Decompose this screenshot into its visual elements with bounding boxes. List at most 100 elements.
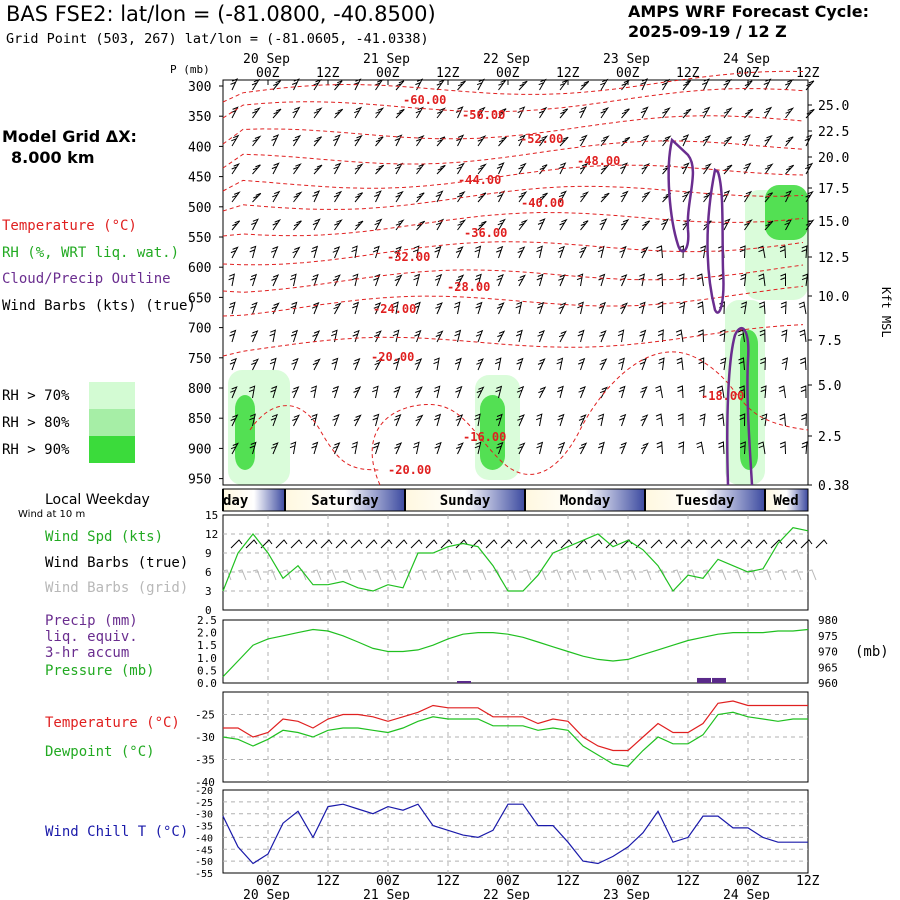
wind-y-tick: 3 (205, 585, 212, 598)
model-grid-value: 8.000 km (11, 148, 95, 167)
wind-barb (416, 135, 425, 147)
weekday-label: Sunday (440, 493, 491, 509)
wind-barb (539, 164, 548, 175)
weekday-header: Local Weekday (45, 492, 150, 508)
wind-barb (580, 220, 589, 231)
wind-barb (310, 385, 317, 399)
wind-barb (785, 164, 795, 175)
wind-barb-grid (522, 569, 532, 581)
wind-barb (433, 385, 441, 399)
legend-temperature: Temperature (°C) (2, 218, 137, 234)
wind-barb-true (725, 539, 738, 549)
wind-barb (416, 220, 426, 231)
rh-legend-70-swatch (89, 382, 135, 409)
wind-barb (698, 385, 705, 399)
wind-barb (805, 190, 814, 203)
wind-barb (744, 108, 754, 119)
wind-barb (271, 162, 280, 175)
wind-barbs-cross-section (228, 78, 815, 455)
wind-barb (433, 357, 440, 371)
wind-barb (269, 357, 277, 371)
wind-barb (331, 357, 339, 371)
wind-barb (640, 106, 649, 119)
wind-barb (333, 190, 343, 203)
precip-y-tick: 1.5 (197, 639, 217, 652)
wind-barb (412, 245, 420, 259)
wind-barb (558, 330, 567, 343)
wind-barb (517, 106, 526, 119)
wind-barb (250, 301, 258, 315)
wind-barb (395, 108, 405, 119)
wind-barb (457, 80, 466, 91)
wind-barb (598, 273, 606, 287)
wind-barb-grid (747, 569, 757, 581)
wind-barb (477, 163, 487, 175)
wind-barb (331, 385, 340, 399)
pressure-tick: 450 (188, 171, 211, 186)
wind-barb (313, 164, 323, 175)
wind-barb (228, 273, 235, 287)
temperature-contour (222, 285, 804, 317)
wind-barb (333, 134, 341, 147)
wind-barb (539, 135, 549, 147)
wind-barb (271, 274, 280, 287)
wind-barb-grid (447, 569, 457, 581)
temperature-contour (222, 241, 804, 266)
wind-barb (662, 135, 672, 147)
wind-barb-grid (807, 569, 817, 581)
pressure-y-tick: 975 (818, 630, 838, 643)
wind-barb-true (545, 539, 558, 549)
model-grid-label: Model Grid ΔX: (2, 127, 137, 146)
wind-barb (354, 220, 364, 231)
pressure-tick: 850 (188, 412, 211, 427)
wind-barb (455, 246, 464, 259)
wind-barb-grid (417, 569, 427, 581)
wind-barb (805, 108, 815, 119)
wind-barb (641, 163, 651, 175)
wind-barb (454, 329, 462, 343)
wind-barb (640, 414, 649, 427)
wind-barb (436, 107, 446, 119)
wind-barb (230, 442, 239, 455)
wind-barb (579, 162, 589, 175)
wind-barb (231, 134, 240, 147)
wind-barb (436, 136, 446, 147)
wind-barb (354, 106, 363, 119)
wind-barb (800, 385, 807, 399)
precip-y-tick: 2.0 (197, 627, 217, 640)
rh-area (480, 395, 505, 470)
temperature-contour (249, 405, 381, 471)
pressure-tick: 750 (188, 352, 211, 367)
weekday-cell (285, 489, 405, 511)
time-tick-bottom: 12Z (796, 874, 820, 889)
wind-barb (270, 245, 279, 259)
wind-barb-true (440, 539, 453, 549)
wind-barb (476, 358, 484, 371)
wind-barb (805, 80, 815, 91)
wind-barb (599, 386, 608, 399)
temperature-contour-label: -56.00 (462, 108, 505, 122)
label-liq-equiv: liq. equiv. (45, 629, 138, 645)
label-wind-chill: Wind Chill T (°C) (45, 824, 189, 840)
wind-barb (475, 329, 484, 343)
wind-barb (577, 301, 584, 315)
wind-barb (457, 191, 466, 203)
wind-barb (456, 162, 465, 175)
temperature-contour-label: -16.00 (463, 430, 506, 444)
time-tick-top: 00Z (616, 66, 640, 81)
wind-barb (697, 329, 704, 343)
height-tick: 22.5 (818, 125, 849, 140)
precip-bar (712, 677, 726, 683)
wind-barb (536, 273, 544, 287)
wind-barb (557, 441, 566, 455)
temperature-contour (222, 70, 804, 103)
wind-barb (638, 301, 646, 315)
wind-barb (331, 329, 338, 343)
wind-barb (354, 134, 363, 147)
wind-barb (395, 219, 405, 231)
wind-barb (580, 80, 590, 91)
wind-barb (475, 273, 482, 287)
pressure-tick: 900 (188, 442, 211, 457)
height-tick: 17.5 (818, 182, 849, 197)
wind-barb (249, 245, 257, 259)
